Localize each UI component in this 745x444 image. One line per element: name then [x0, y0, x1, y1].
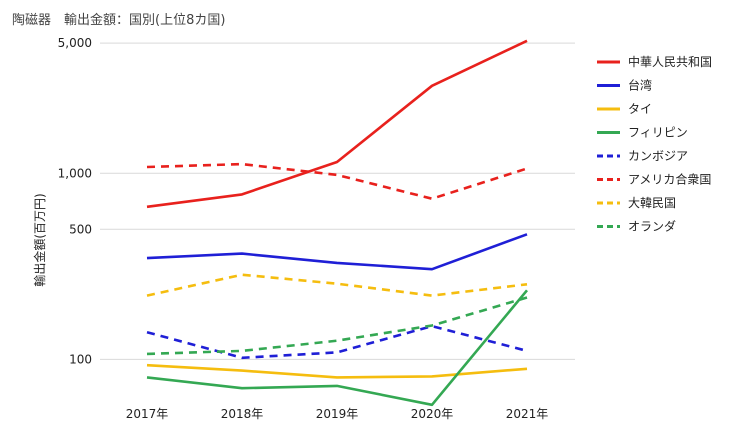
y-tick-label: 500	[69, 222, 92, 236]
y-tick-labels: 100 500 1,000 5,000	[58, 36, 92, 366]
grid-layer	[100, 42, 575, 360]
series-line-6	[146, 273, 528, 297]
y-tick-label: 100	[69, 352, 92, 366]
series-line-1	[146, 233, 528, 271]
y-tick-label: 5,000	[58, 36, 92, 50]
x-tick-label: 2017年	[126, 407, 169, 421]
series-lines	[146, 39, 529, 407]
y-tick-label: 1,000	[58, 166, 92, 180]
legend-label-4: カンボジア	[628, 149, 688, 163]
x-tick-label: 2021年	[506, 407, 549, 421]
legend-label-1: 台湾	[628, 78, 652, 93]
x-tick-label: 2019年	[316, 407, 359, 421]
series-line-2	[146, 363, 528, 379]
x-tick-label: 2020年	[411, 407, 454, 421]
chart-title: 陶磁器 輸出金額：国別(上位8カ国)	[12, 13, 226, 28]
legend-label-7: オランダ	[628, 219, 676, 234]
series-line-0	[146, 39, 528, 209]
series-line-7	[146, 296, 528, 356]
legend-label-3: フィリピン	[628, 126, 688, 140]
x-tick-labels: 2017年 2018年 2019年 2020年 2021年	[126, 407, 549, 421]
series-line-3	[146, 289, 529, 407]
y-axis-title: 輸出金額(百万円)	[32, 193, 47, 286]
legend-label-5: アメリカ合衆国	[628, 172, 711, 187]
series-line-5	[146, 162, 528, 200]
x-tick-label: 2018年	[221, 407, 264, 421]
legend-label-2: タイ	[628, 102, 652, 116]
legend-label-6: 大韓民国	[628, 196, 676, 210]
legend-label-0: 中華人民共和国	[628, 54, 712, 69]
series-line-4	[146, 324, 528, 360]
